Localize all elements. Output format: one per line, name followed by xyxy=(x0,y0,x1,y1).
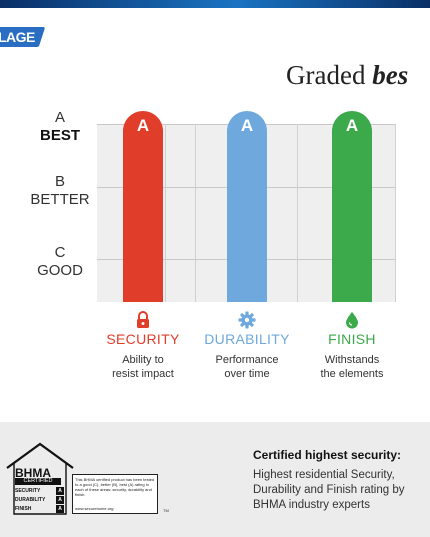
category-desc-durability: Performance over time xyxy=(192,353,302,381)
category-title-finish: FINISH xyxy=(328,331,376,347)
bhma-row-label: FINISH xyxy=(15,506,32,512)
headline-bold: bes xyxy=(372,60,409,90)
security-bar-grade: A xyxy=(136,116,150,135)
bhma-url: www.securehome.org xyxy=(75,506,114,511)
category-desc-security: Ability to resist impact xyxy=(88,353,198,381)
grade-good-label: GOOD xyxy=(37,262,83,279)
category-title-durability: DURABILITY xyxy=(204,331,290,347)
grade-best: A BEST xyxy=(30,109,90,145)
category-title-security: SECURITY xyxy=(106,331,180,347)
bhma-row-finish: FINISH A xyxy=(15,505,64,513)
finish-bar-grade: A xyxy=(345,116,359,135)
bhma-row-security: SECURITY A xyxy=(15,487,64,495)
security-bar: A xyxy=(123,111,163,302)
grade-best-letter: A xyxy=(54,109,65,126)
grid-vline xyxy=(297,124,298,302)
page-headline: Graded bes xyxy=(286,60,408,91)
bhma-note-text: This BHMA certified product has been tes… xyxy=(75,477,155,497)
desc-line: Ability to xyxy=(122,354,164,366)
desc-line: Withstands xyxy=(324,354,380,366)
bhma-row-grade: A xyxy=(56,496,64,504)
trademark-mark: TM xyxy=(163,508,169,513)
bhma-certified-label: CERTIFIED xyxy=(15,478,61,485)
desc-line: the elements xyxy=(320,368,384,380)
desc-line: resist impact xyxy=(112,368,174,380)
brand-logo-text: LAGE xyxy=(0,29,35,45)
bhma-row-durability: DURABILITY A xyxy=(15,496,64,504)
grid-vline xyxy=(165,124,166,302)
category-desc-finish: Withstands the elements xyxy=(297,353,407,381)
grid-vline xyxy=(395,124,396,302)
certification-footer xyxy=(0,422,430,537)
bhma-note-box: This BHMA certified product has been tes… xyxy=(72,474,158,514)
grade-better-label: BETTER xyxy=(30,191,90,208)
grade-better: B BETTER xyxy=(30,173,90,209)
bhma-row-label: DURABILITY xyxy=(15,497,46,503)
top-accent-bar xyxy=(0,0,430,8)
lock-icon xyxy=(137,311,149,328)
desc-line: Performance xyxy=(215,354,279,366)
brand-logo[interactable]: LAGE xyxy=(0,27,46,47)
durability-bar-grade: A xyxy=(240,116,254,135)
bhma-name: BHMA xyxy=(15,466,51,480)
grade-better-letter: B xyxy=(54,173,65,190)
bhma-house-icon xyxy=(6,442,74,515)
headline-normal: Graded xyxy=(286,60,373,90)
bhma-row-grade: A xyxy=(56,505,64,513)
durability-bar: A xyxy=(227,111,267,302)
bhma-row-label: SECURITY xyxy=(15,488,41,494)
grade-best-label: BEST xyxy=(39,127,80,144)
certification-title: Certified highest security: xyxy=(253,448,402,462)
grade-good: C GOOD xyxy=(30,244,90,280)
grade-good-letter: C xyxy=(54,244,66,261)
certification-body: Highest residential Security, Durability… xyxy=(253,469,405,511)
grid-vline xyxy=(195,124,196,302)
finish-bar: A xyxy=(332,111,372,302)
desc-line: over time xyxy=(224,368,270,380)
gear-icon xyxy=(238,311,256,329)
drop-icon xyxy=(346,312,358,329)
bhma-row-grade: A xyxy=(56,487,64,495)
